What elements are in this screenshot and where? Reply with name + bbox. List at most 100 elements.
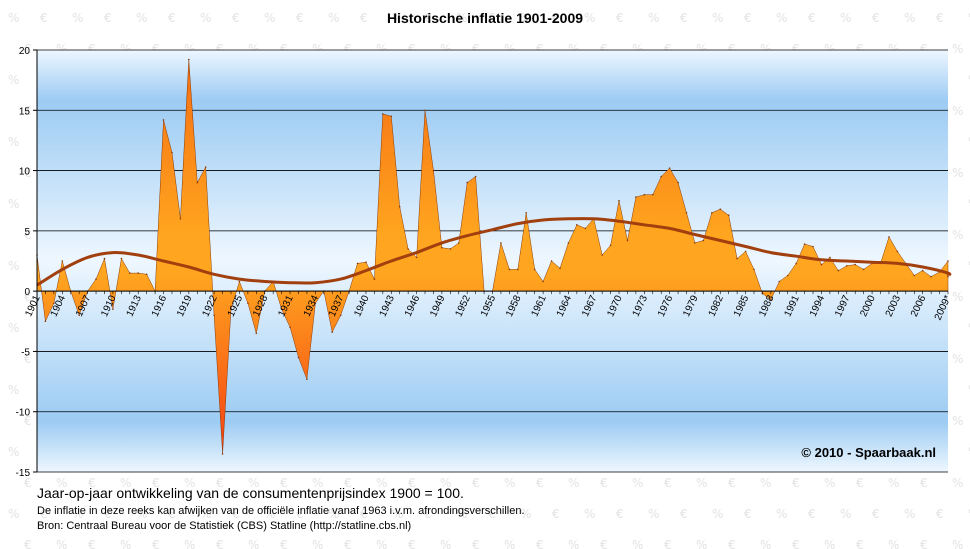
watermark-glyph: % <box>632 476 643 490</box>
watermark-glyph: € <box>152 476 160 490</box>
watermark-glyph: € <box>104 11 112 25</box>
watermark-glyph: % <box>904 507 915 521</box>
data-point <box>247 302 249 305</box>
data-point <box>53 302 55 305</box>
watermark-glyph: € <box>744 507 752 521</box>
data-point <box>145 273 148 276</box>
watermark-glyph: % <box>120 538 131 549</box>
watermark-glyph: € <box>472 538 480 549</box>
watermark-glyph: % <box>184 476 195 490</box>
data-point <box>694 242 696 244</box>
watermark-glyph: € <box>152 538 160 549</box>
data-point <box>601 254 603 256</box>
watermark-glyph: € <box>168 507 176 521</box>
watermark-glyph: % <box>328 11 339 25</box>
data-point <box>896 250 899 253</box>
data-point <box>306 378 308 381</box>
watermark-glyph: % <box>504 42 515 56</box>
data-point <box>576 224 578 226</box>
watermark-glyph: % <box>632 42 643 56</box>
watermark-glyph: % <box>824 538 835 549</box>
data-point <box>120 257 123 260</box>
watermark-glyph: % <box>904 11 915 25</box>
y-tick-label: 15 <box>19 106 31 117</box>
watermark-glyph: % <box>968 321 970 335</box>
data-point <box>727 214 730 216</box>
data-point <box>415 256 418 259</box>
watermark-glyph: % <box>968 135 970 149</box>
data-point <box>137 272 139 274</box>
data-point <box>331 331 334 333</box>
watermark-glyph: € <box>536 42 544 56</box>
watermark-glyph: € <box>664 538 672 549</box>
watermark-glyph: % <box>952 352 963 366</box>
watermark-glyph: % <box>504 476 515 490</box>
watermark-glyph: € <box>24 228 32 242</box>
data-point <box>837 269 840 272</box>
watermark-glyph: € <box>24 166 32 180</box>
watermark-glyph: % <box>376 476 387 490</box>
watermark-glyph: % <box>568 538 579 549</box>
watermark-glyph: % <box>568 42 579 56</box>
watermark-glyph: € <box>472 476 480 490</box>
watermark-glyph: % <box>440 538 451 549</box>
watermark-glyph: € <box>536 538 544 549</box>
watermark-glyph: % <box>696 476 707 490</box>
watermark-glyph: % <box>968 73 970 87</box>
watermark-glyph: € <box>856 476 864 490</box>
data-point <box>635 196 637 198</box>
watermark-glyph: € <box>664 476 672 490</box>
watermark-glyph: % <box>200 507 211 521</box>
watermark-glyph: € <box>344 538 352 549</box>
watermark-glyph: % <box>648 11 659 25</box>
watermark-glyph: % <box>520 507 531 521</box>
watermark-glyph: % <box>968 197 970 211</box>
watermark-glyph: % <box>952 42 963 56</box>
watermark-glyph: % <box>328 507 339 521</box>
watermark-glyph: % <box>888 476 899 490</box>
data-point <box>559 267 561 270</box>
watermark-glyph: % <box>952 104 963 118</box>
watermark-glyph: € <box>856 538 864 549</box>
data-point <box>753 268 755 271</box>
watermark-glyph: % <box>632 538 643 549</box>
data-point <box>255 332 258 335</box>
watermark-glyph: % <box>712 11 723 25</box>
trend-line <box>36 217 952 287</box>
watermark-glyph: € <box>408 476 416 490</box>
watermark-glyph: % <box>584 11 595 25</box>
footnote-source: Bron: Centraal Bureau voor de Statistiek… <box>37 520 412 532</box>
watermark-glyph: € <box>856 42 864 56</box>
watermark-glyph: € <box>488 11 496 25</box>
watermark-glyph: € <box>296 11 304 25</box>
watermark-glyph: % <box>8 73 19 87</box>
watermark-glyph: % <box>136 507 147 521</box>
watermark-glyph: € <box>536 476 544 490</box>
data-point <box>314 302 317 305</box>
data-point <box>365 261 367 264</box>
data-point <box>78 314 80 317</box>
y-tick-label: -15 <box>16 468 31 479</box>
data-point <box>947 275 949 278</box>
watermark-glyph: % <box>968 259 970 273</box>
watermark-glyph: % <box>760 476 771 490</box>
watermark-glyph: % <box>120 476 131 490</box>
watermark-glyph: € <box>472 42 480 56</box>
watermark-glyph: € <box>680 507 688 521</box>
watermark-glyph: % <box>392 507 403 521</box>
watermark-glyph: € <box>152 42 160 56</box>
data-point <box>424 109 426 112</box>
watermark-glyph: % <box>8 445 19 459</box>
watermark-glyph: € <box>232 11 240 25</box>
watermark-glyph: % <box>952 414 963 428</box>
watermark-glyph: € <box>616 11 624 25</box>
watermark-glyph: € <box>488 507 496 521</box>
watermark-glyph: € <box>792 42 800 56</box>
data-point <box>778 280 781 283</box>
watermark-glyph: % <box>888 538 899 549</box>
watermark-glyph: % <box>120 42 131 56</box>
watermark-glyph: % <box>248 42 259 56</box>
data-point <box>609 244 612 247</box>
watermark-glyph: € <box>872 11 880 25</box>
data-point <box>339 314 342 317</box>
